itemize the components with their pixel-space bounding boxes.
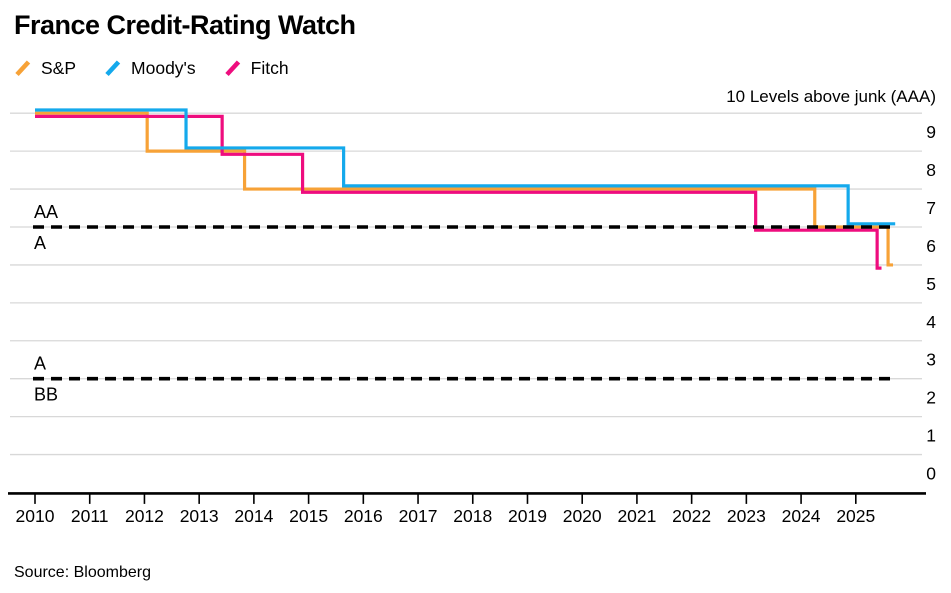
rating-boundary-upper: AAA: [33, 202, 895, 253]
x-tick-label: 2025: [836, 506, 875, 526]
series-line-fitch: [35, 114, 882, 270]
boundary-label-below: A: [34, 233, 46, 253]
x-tick-label: 2013: [180, 506, 219, 526]
y-tick-label: 5: [926, 274, 936, 294]
y-tick-label: 1: [926, 426, 936, 446]
x-tick-label: 2011: [71, 506, 109, 526]
series-line-sp: [35, 111, 894, 267]
y-tick-label: 2: [926, 388, 936, 408]
chart-legend: S&P Moody's Fitch: [14, 56, 317, 80]
y-tick-label: 8: [926, 160, 936, 180]
x-tick-label: 2015: [289, 506, 328, 526]
x-tick-label: 2021: [617, 506, 656, 526]
legend-item-moodys: Moody's: [104, 58, 196, 79]
legend-item-label: Moody's: [131, 57, 196, 78]
y-tick-label: 3: [926, 350, 936, 370]
y-tick-label: 6: [926, 236, 936, 256]
x-tick-label: 2023: [727, 506, 766, 526]
x-tick-label: 2017: [399, 506, 438, 526]
legend-item-label: Fitch: [250, 57, 289, 78]
y-axis-title: 10 Levels above junk (AAA): [726, 87, 936, 106]
sp-slash-icon: [15, 60, 31, 77]
fitch-slash-icon: [224, 60, 240, 77]
legend-item-fitch: Fitch: [224, 58, 289, 79]
gridlines: [10, 112, 922, 456]
rating-boundary-lower: A BB: [33, 354, 895, 405]
source-note: Source: Bloomberg: [14, 564, 151, 581]
page-title: France Credit-Rating Watch: [14, 10, 356, 40]
legend-item-label: S&P: [41, 57, 77, 78]
moodys-slash-icon: [105, 60, 121, 77]
y-axis-labels: 9 8 7 6 5 4 3 2 1 0: [926, 122, 936, 483]
legend-item-sp: S&P: [14, 58, 76, 79]
y-tick-label: 0: [926, 464, 936, 484]
y-tick-label: 9: [926, 122, 936, 142]
x-tick-label: 2010: [16, 506, 55, 526]
y-tick-label: 4: [926, 312, 936, 332]
x-tick-label: 2016: [344, 506, 383, 526]
y-tick-label: 7: [926, 198, 936, 218]
x-tick-label: 2019: [508, 506, 547, 526]
boundary-label-above: A: [34, 354, 46, 374]
x-tick-label: 2012: [125, 506, 164, 526]
series-line-moodys: [35, 108, 896, 226]
x-tick-label: 2022: [672, 506, 711, 526]
boundary-label-below: BB: [34, 385, 58, 405]
boundary-label-above: AA: [34, 202, 58, 222]
x-tick-label: 2014: [234, 506, 273, 526]
x-tick-label: 2024: [782, 506, 821, 526]
x-tick-label: 2020: [563, 506, 602, 526]
x-tick-label: 2018: [453, 506, 492, 526]
x-axis: 2010 2011 2012 2013 2014 2015 2016 2017 2018 2019…: [8, 492, 926, 526]
